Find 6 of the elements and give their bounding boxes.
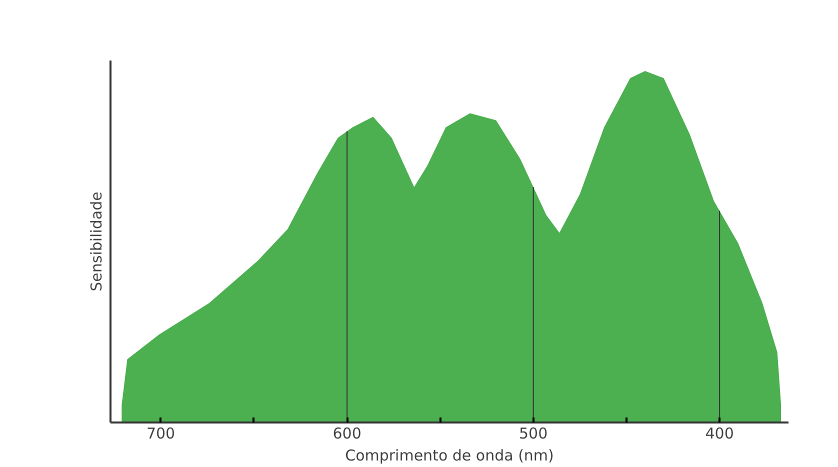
x-tick-label: 700 [146, 424, 176, 442]
x-tick-label: 500 [519, 424, 548, 442]
x-tick-label: 400 [705, 424, 734, 442]
x-axis-title: Comprimento de onda (nm) [345, 446, 554, 464]
y-axis-title: Sensibilidade [88, 192, 106, 292]
x-tick-label: 600 [332, 424, 362, 442]
